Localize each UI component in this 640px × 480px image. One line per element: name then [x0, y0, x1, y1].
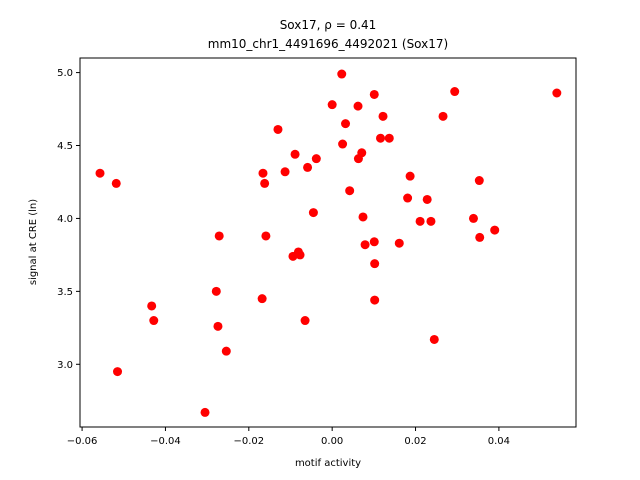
data-point	[370, 259, 380, 269]
data-point	[311, 154, 321, 164]
data-point	[394, 238, 404, 248]
data-point	[303, 162, 313, 172]
data-point	[280, 167, 290, 177]
data-point	[113, 367, 123, 377]
data-point	[429, 334, 439, 344]
data-point	[474, 176, 484, 186]
data-point	[111, 178, 121, 188]
data-point	[438, 111, 448, 121]
data-point	[257, 294, 267, 304]
data-point	[370, 295, 380, 305]
points-layer	[95, 69, 562, 417]
y-tick-label: 3.0	[57, 360, 73, 371]
data-point	[260, 178, 270, 188]
data-point	[552, 88, 562, 98]
chart-title-line2: mm10_chr1_4491696_4492021 (Sox17)	[208, 37, 448, 51]
x-tick-label: −0.06	[67, 436, 98, 447]
data-point	[384, 133, 394, 143]
y-tick-label: 5.0	[57, 68, 73, 79]
data-point	[95, 168, 105, 178]
plot-area-frame	[79, 57, 577, 428]
y-axis-ticks: 3.0 3.5 4.0 4.5 5.0	[57, 68, 80, 371]
x-tick-label: −0.04	[150, 436, 181, 447]
data-point	[358, 212, 368, 222]
data-point	[295, 250, 305, 260]
y-axis-label: signal at CRE (ln)	[28, 199, 39, 285]
data-point	[200, 407, 210, 417]
x-axis-ticks: −0.06 −0.04 −0.02 0.00 0.02 0.04	[67, 427, 510, 447]
data-point	[149, 316, 159, 326]
data-point	[261, 231, 271, 241]
data-point	[353, 101, 363, 111]
data-point	[258, 168, 268, 178]
x-tick-label: 0.04	[488, 436, 510, 447]
data-point	[422, 194, 432, 204]
y-tick-label: 3.5	[57, 287, 73, 298]
data-point	[341, 119, 351, 129]
data-point	[450, 87, 460, 97]
data-point	[213, 321, 223, 331]
data-point	[147, 301, 157, 311]
data-point	[475, 232, 485, 242]
data-point	[378, 111, 388, 121]
data-point	[221, 346, 231, 356]
data-point	[405, 171, 415, 181]
chart-title-line1: Sox17, ρ = 0.41	[280, 18, 377, 32]
data-point	[338, 139, 348, 149]
data-point	[345, 186, 355, 196]
data-point	[300, 316, 310, 326]
data-point	[376, 133, 386, 143]
data-point	[426, 216, 436, 226]
data-point	[211, 286, 221, 296]
data-point	[490, 225, 500, 235]
x-axis-label: motif activity	[295, 458, 361, 469]
data-point	[403, 193, 413, 203]
data-point	[290, 149, 300, 159]
data-point	[308, 208, 318, 218]
y-tick-label: 4.5	[57, 141, 73, 152]
data-point	[357, 148, 367, 158]
x-tick-label: 0.00	[321, 436, 343, 447]
data-point	[273, 124, 283, 134]
data-point	[327, 100, 337, 110]
data-point	[360, 240, 370, 250]
data-point	[468, 213, 478, 223]
data-point	[369, 89, 379, 99]
data-point	[214, 231, 224, 241]
data-point	[415, 216, 425, 226]
y-tick-label: 4.0	[57, 214, 73, 225]
data-point	[337, 69, 347, 79]
x-tick-label: 0.02	[404, 436, 426, 447]
x-tick-label: −0.02	[233, 436, 264, 447]
data-point	[369, 237, 379, 247]
